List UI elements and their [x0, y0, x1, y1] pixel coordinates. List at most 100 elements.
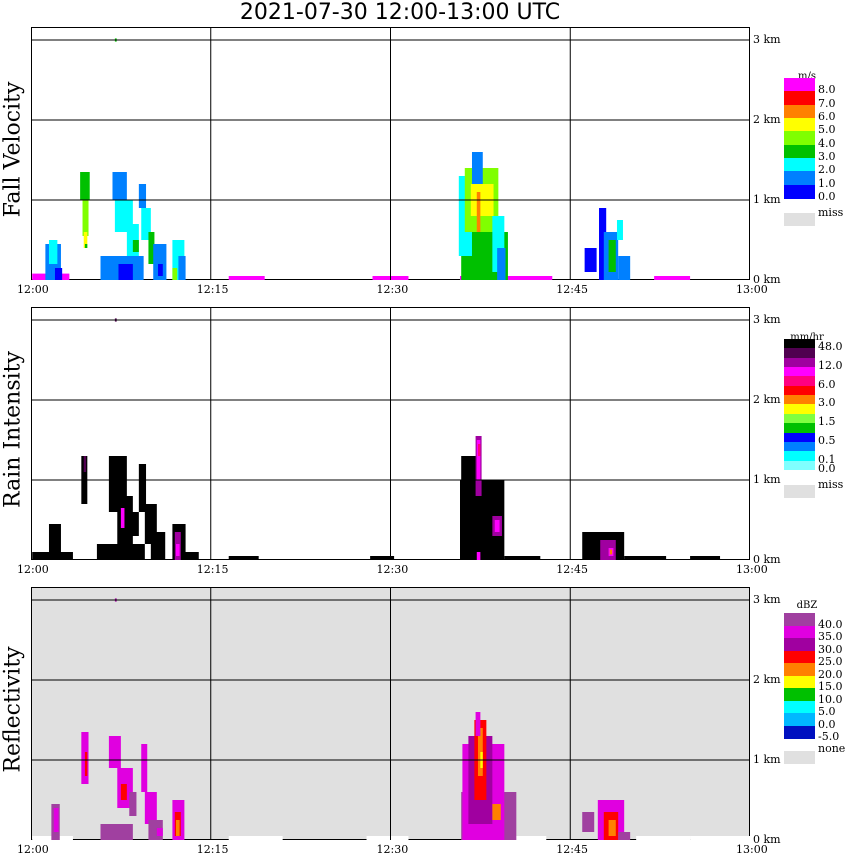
- data-cell: [82, 200, 89, 236]
- panel-fall-velocity: Fall Velocity 12:00 12:15 12:30 12:45 13:00 0 …: [0, 27, 850, 312]
- legend-label: 5.0: [818, 705, 836, 718]
- data-cell: [156, 828, 163, 836]
- legend-label: 5.0: [818, 123, 836, 137]
- data-cell: [461, 456, 477, 520]
- legend-label: 12.0: [818, 359, 843, 373]
- legend-label: 0.0: [818, 461, 836, 475]
- legend-label: 2.0: [818, 163, 836, 177]
- legend-label: 8.0: [818, 83, 836, 97]
- legend-swatch: [784, 158, 815, 172]
- data-cell: [184, 552, 199, 560]
- data-cell: [138, 184, 147, 208]
- data-cell: [80, 172, 90, 200]
- y-tick-label: 0 km: [753, 553, 781, 566]
- data-cell: [600, 540, 616, 560]
- y-axis-label: Rain Intensity: [0, 351, 26, 508]
- x-tick-label: 12:15: [196, 563, 229, 576]
- y-tick-label: 3 km: [753, 33, 781, 46]
- legend-swatch: [784, 423, 815, 433]
- data-cell: [504, 556, 541, 560]
- plot-area: [31, 27, 750, 280]
- x-tick-label: 12:30: [376, 283, 409, 296]
- legend-swatch: [784, 460, 815, 471]
- legend-missing-label: miss: [818, 206, 844, 220]
- data-cell: [48, 524, 61, 560]
- legend-swatch: [784, 404, 815, 415]
- data-cell: [228, 836, 283, 840]
- data-cell: [148, 232, 155, 264]
- y-axis-label: Reflectivity: [0, 646, 26, 773]
- x-tick-label: 13:00: [736, 563, 768, 576]
- legend-label: 15.0: [818, 680, 843, 693]
- data-cell: [618, 256, 631, 280]
- data-cell: [118, 264, 133, 280]
- data-cell: [112, 172, 127, 200]
- legend-swatch: [784, 131, 815, 146]
- legend-swatch: [784, 348, 815, 359]
- heatmap-svg: [31, 27, 750, 280]
- data-cell: [494, 520, 500, 532]
- legend-swatch: [784, 413, 815, 424]
- legend-label: -5.0: [818, 730, 840, 743]
- data-cell: [144, 504, 157, 544]
- data-cell: [512, 276, 553, 280]
- legend-swatch: [784, 713, 815, 726]
- data-cell: [492, 804, 501, 820]
- data-cell: [48, 240, 58, 264]
- legend-missing-label: none: [818, 742, 846, 755]
- data-cell: [510, 836, 547, 840]
- data-cell: [53, 808, 59, 832]
- panel-rain-intensity: Rain Intensity 12:00 12:15 12:30 12:45 13:00 0…: [0, 307, 850, 592]
- data-cell: [618, 832, 631, 840]
- data-cell: [141, 744, 148, 792]
- data-cell: [83, 232, 88, 248]
- legend-label: 6.0: [818, 377, 836, 391]
- legend-unit: dBZ: [796, 600, 818, 611]
- y-tick-label: 2 km: [753, 393, 781, 406]
- data-cell: [492, 216, 505, 272]
- y-tick-label: 3 km: [753, 313, 781, 326]
- legend-swatch: [784, 441, 815, 452]
- x-tick-label: 12:45: [556, 843, 588, 856]
- legend-label: 1.5: [818, 415, 836, 429]
- x-tick-label: 12:45: [556, 283, 588, 296]
- data-cell: [132, 240, 139, 252]
- y-tick-label: 0 km: [753, 833, 781, 846]
- legend-swatch: [784, 104, 815, 119]
- data-cell: [690, 556, 721, 560]
- legend-swatch: [784, 91, 815, 106]
- data-cell: [175, 544, 180, 556]
- data-cell: [108, 736, 121, 768]
- data-cell: [172, 268, 178, 280]
- legend-swatch: [784, 395, 815, 405]
- legend-missing-swatch: [784, 484, 815, 498]
- data-cell: [476, 552, 481, 560]
- legend-swatch: [784, 638, 815, 651]
- y-tick-label: 3 km: [753, 593, 781, 606]
- legend-label: 40.0: [818, 617, 843, 631]
- legend-swatch: [784, 78, 815, 92]
- legend-unit: mm/hr: [790, 332, 824, 343]
- data-cell: [599, 208, 607, 280]
- data-cell: [228, 276, 265, 280]
- data-cell: [100, 824, 133, 840]
- heatmap-svg: [31, 587, 750, 840]
- legend-swatch: [784, 376, 815, 387]
- legend-swatch: [784, 613, 815, 626]
- x-tick-label: 13:00: [736, 843, 768, 856]
- legend-label: 30.0: [818, 642, 843, 656]
- legend-label: 25.0: [818, 655, 843, 668]
- x-tick-label: 12:30: [376, 563, 409, 576]
- data-cell: [475, 712, 481, 736]
- legend-swatch: [784, 675, 815, 689]
- data-cell: [126, 512, 139, 536]
- figure-title: 2021-07-30 12:00-13:00 UTC: [239, 0, 561, 25]
- y-tick-label: 2 km: [753, 113, 781, 126]
- data-cell: [476, 192, 481, 232]
- legend-label: 0.0: [818, 717, 836, 731]
- data-cell: [477, 444, 481, 456]
- data-cell: [144, 792, 157, 824]
- legend-label: 7.0: [818, 96, 836, 110]
- data-cell: [96, 544, 145, 560]
